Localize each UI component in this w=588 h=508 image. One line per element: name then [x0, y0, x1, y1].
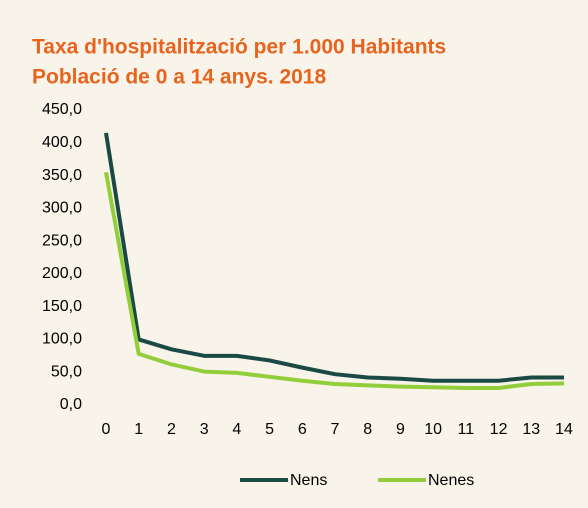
series-line [104, 132, 564, 383]
x-tick-label: 3 [200, 421, 209, 438]
y-tick-label: 250,0 [42, 232, 82, 249]
x-tick-label: 7 [331, 421, 340, 438]
x-tick-label: 13 [522, 421, 540, 438]
x-tick-label: 1 [134, 421, 143, 438]
x-tick-label: 8 [363, 421, 372, 438]
y-tick-label: 450,0 [42, 101, 82, 118]
x-tick-label: 2 [167, 421, 176, 438]
y-tick-label: 50,0 [51, 363, 82, 380]
x-tick-label: 5 [265, 421, 274, 438]
x-tick-label: 0 [102, 421, 111, 438]
y-tick-label: 400,0 [42, 134, 82, 151]
legend-label: Nens [290, 472, 327, 489]
y-tick-label: 150,0 [42, 298, 82, 315]
y-tick-label: 350,0 [42, 167, 82, 184]
y-tick-label: 0,0 [60, 396, 82, 413]
x-tick-label: 14 [555, 421, 573, 438]
x-tick-label: 12 [490, 421, 508, 438]
chart-title: Taxa d'hospitalització per 1.000 Habitan… [32, 36, 446, 59]
y-tick-label: 100,0 [42, 331, 82, 348]
y-tick-label: 200,0 [42, 265, 82, 282]
y-tick-label: 300,0 [42, 200, 82, 217]
x-tick-label: 11 [458, 421, 475, 438]
x-tick-label: 9 [396, 421, 405, 438]
x-tick-label: 6 [298, 421, 307, 438]
x-tick-label: 10 [424, 421, 442, 438]
chart-subtitle: Població de 0 a 14 anys. 2018 [32, 66, 326, 89]
x-tick-label: 4 [232, 421, 241, 438]
legend-label: Nenes [428, 472, 474, 489]
series-line [104, 171, 565, 390]
